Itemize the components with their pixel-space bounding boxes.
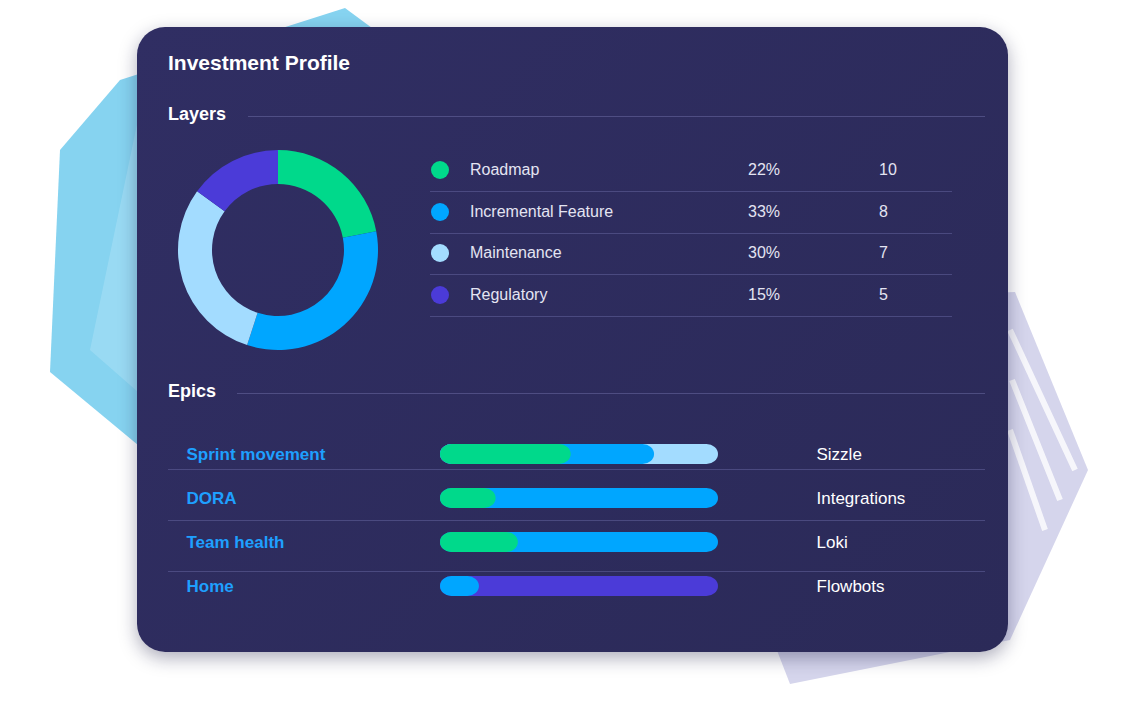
svg-text:Integrations: Integrations [817,489,906,508]
html-text:33%: 33% [748,202,780,220]
svg-text:Sprint movement: Sprint movement [187,445,326,464]
html-text:Incremental Feature: Incremental Feature [470,202,614,220]
html-text:30%: 30% [748,244,780,261]
html-text:10: 10 [879,161,897,178]
svg-text:Team health: Team health [187,533,285,552]
html-text:5: 5 [879,285,888,303]
svg-text:Flowbots: Flowbots [817,577,885,596]
html-text:Investment Profile: Investment Profile [168,51,351,74]
html-text:Roadmap: Roadmap [470,161,540,178]
html-text:8: 8 [879,202,888,220]
html-text:Layers: Layers [168,104,226,124]
html-text:15%: 15% [748,285,780,303]
svg-text:Home: Home [187,577,234,596]
svg-text:Sizzle: Sizzle [817,445,862,464]
html-text:Epics: Epics [168,381,216,401]
svg-text:DORA: DORA [187,489,237,508]
svg-text:Loki: Loki [817,533,848,552]
html-text:Maintenance: Maintenance [470,244,562,261]
html-text:22%: 22% [748,161,780,178]
html-text:7: 7 [879,244,888,261]
html-text:Regulatory: Regulatory [470,285,548,303]
